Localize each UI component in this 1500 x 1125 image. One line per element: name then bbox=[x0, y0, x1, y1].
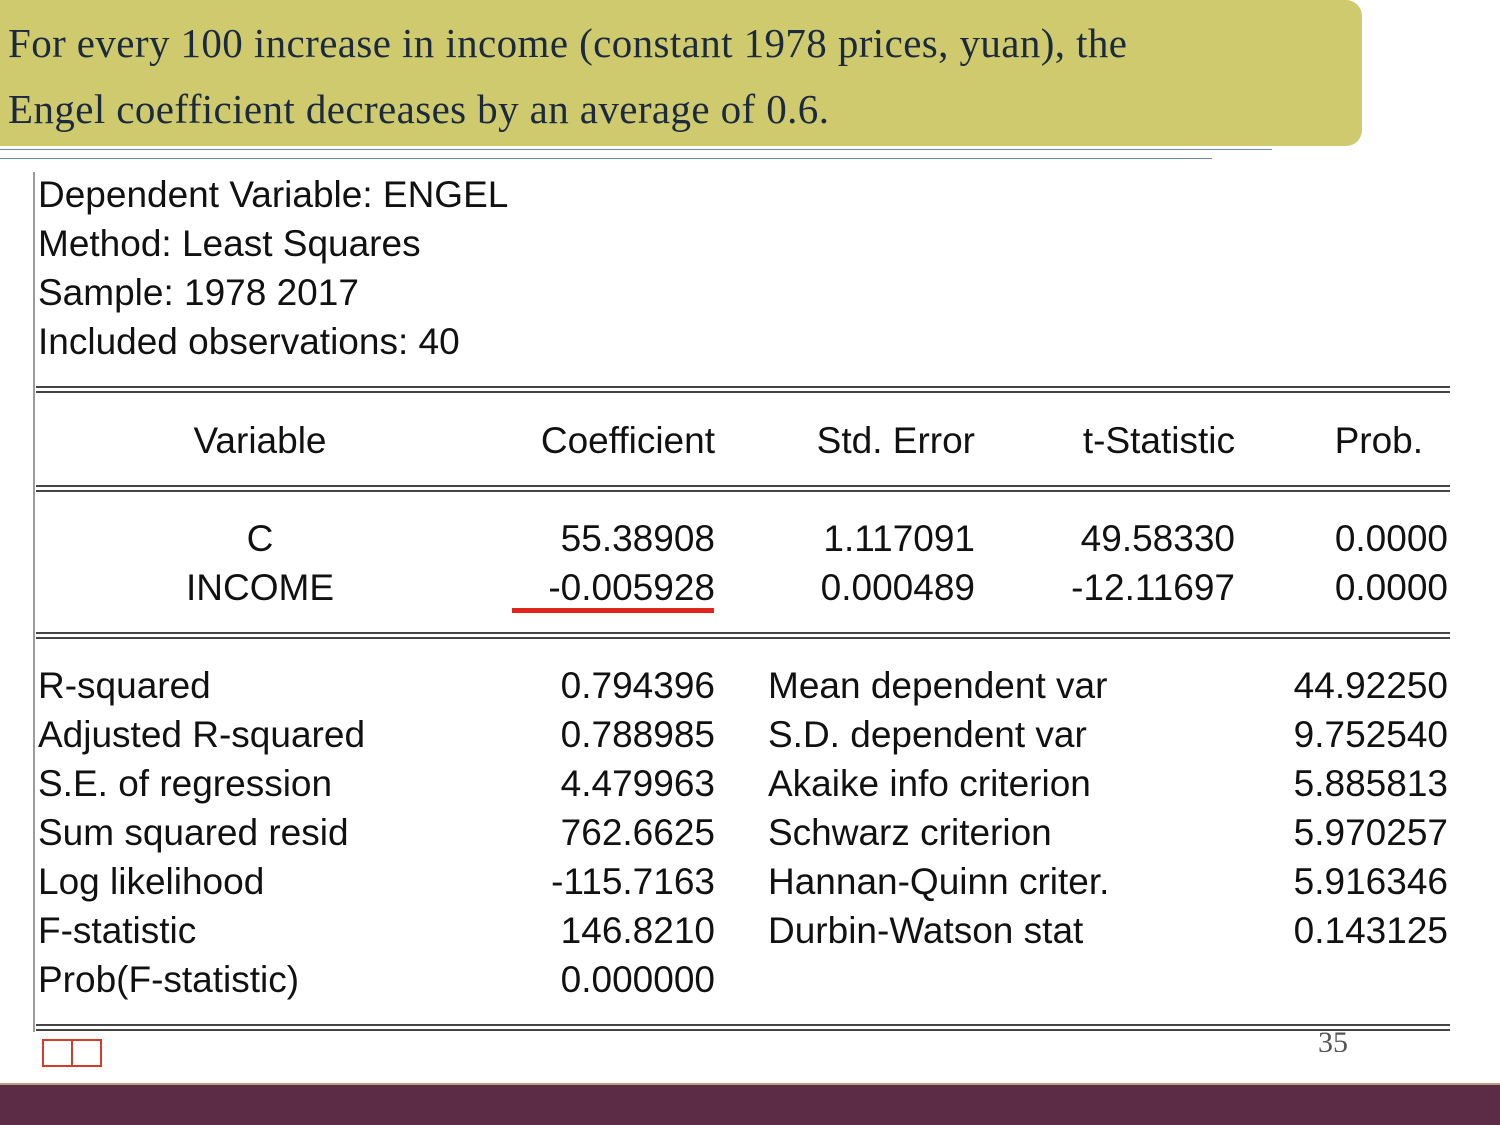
method-line: Method: Least Squares bbox=[38, 223, 421, 264]
table-header-rule bbox=[36, 485, 1450, 492]
stat-value: 146.8210 bbox=[560, 910, 715, 951]
callout-text: For every 100 increase in income (consta… bbox=[8, 10, 1348, 142]
row-income-std-error: 0.000489 bbox=[820, 567, 975, 608]
stat-label: F-statistic bbox=[38, 910, 197, 951]
footer-bar bbox=[0, 1085, 1500, 1125]
stat-label: Log likelihood bbox=[38, 861, 265, 902]
stat-value: 4.479963 bbox=[560, 763, 715, 804]
row-income-coefficient: -0.005928 bbox=[548, 567, 715, 608]
observations-line: Included observations: 40 bbox=[38, 321, 460, 362]
row-income-variable: INCOME bbox=[186, 567, 334, 608]
stat-value: 0.794396 bbox=[560, 665, 715, 706]
row-c-prob: 0.0000 bbox=[1334, 518, 1448, 559]
seal-logo bbox=[42, 1039, 102, 1067]
row-c-coefficient: 55.38908 bbox=[560, 518, 715, 559]
stat-value: 0.788985 bbox=[560, 714, 715, 755]
stat-label: S.E. of regression bbox=[38, 763, 333, 804]
column-header-prob: Prob. bbox=[1334, 420, 1423, 461]
footer-accent-line bbox=[0, 1083, 1500, 1085]
table-coef-rule bbox=[36, 632, 1450, 639]
divider-rule bbox=[0, 149, 1272, 150]
row-c-t-statistic: 49.58330 bbox=[1080, 518, 1235, 559]
column-header-coefficient: Coefficient bbox=[540, 420, 715, 461]
divider-rule-secondary bbox=[0, 158, 1212, 159]
stat-value: 5.885813 bbox=[1293, 763, 1448, 804]
panel-left-border bbox=[33, 172, 35, 1032]
stat-value: 0.000000 bbox=[560, 959, 715, 1000]
stat-label: Prob(F-statistic) bbox=[38, 959, 300, 1000]
column-header-t-statistic: t-Statistic bbox=[1082, 420, 1235, 461]
stat-label: Sum squared resid bbox=[38, 812, 349, 853]
regression-output-panel bbox=[18, 170, 1473, 1038]
row-income-prob: 0.0000 bbox=[1334, 567, 1448, 608]
callout-line-1: For every 100 increase in income (consta… bbox=[8, 20, 1128, 66]
stat-label: Schwarz criterion bbox=[768, 812, 1052, 853]
slide-number: 35 bbox=[1318, 1028, 1348, 1052]
dependent-variable-line: Dependent Variable: ENGEL bbox=[38, 174, 509, 215]
stat-value: 5.970257 bbox=[1293, 812, 1448, 853]
stat-value: 5.916346 bbox=[1293, 861, 1448, 902]
row-c-variable: C bbox=[246, 518, 274, 559]
callout-box: For every 100 increase in income (consta… bbox=[0, 0, 1362, 146]
stat-value: 0.143125 bbox=[1293, 910, 1448, 951]
row-c-std-error: 1.117091 bbox=[823, 518, 975, 559]
stat-value: 44.92250 bbox=[1293, 665, 1448, 706]
stat-value: 9.752540 bbox=[1293, 714, 1448, 755]
sample-line: Sample: 1978 2017 bbox=[38, 272, 359, 313]
table-top-rule bbox=[36, 386, 1450, 393]
stat-label: R-squared bbox=[38, 665, 211, 706]
stat-label: Durbin-Watson stat bbox=[768, 910, 1084, 951]
stat-label: Adjusted R-squared bbox=[38, 714, 366, 755]
row-income-t-statistic: -12.11697 bbox=[1071, 567, 1235, 608]
income-coefficient-highlight bbox=[512, 608, 714, 613]
stat-value: -115.7163 bbox=[551, 861, 715, 902]
column-header-variable: Variable bbox=[193, 420, 327, 461]
stat-label: Hannan-Quinn criter. bbox=[768, 861, 1110, 902]
callout-line-2: Engel coefficient decreases by an averag… bbox=[8, 86, 830, 132]
table-bottom-rule bbox=[36, 1024, 1450, 1031]
stat-label: Mean dependent var bbox=[768, 665, 1108, 706]
stat-label: Akaike info criterion bbox=[768, 763, 1091, 804]
stat-value: 762.6625 bbox=[560, 812, 715, 853]
stat-label: S.D. dependent var bbox=[768, 714, 1087, 755]
column-header-std-error: Std. Error bbox=[816, 420, 975, 461]
